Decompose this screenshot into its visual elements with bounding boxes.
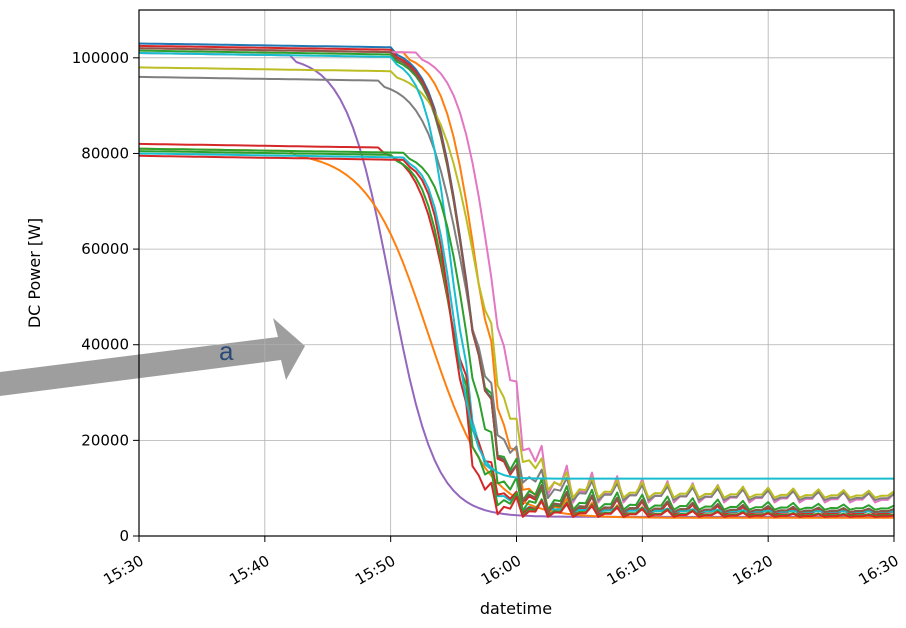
series-line-15 (138, 152, 894, 480)
x-tick-label: 16:10 (604, 552, 650, 589)
annotation-text-fragment: a (219, 336, 234, 366)
x-tick-label: 15:40 (226, 552, 272, 589)
x-tick-label: 15:50 (352, 552, 398, 589)
series-line-8 (138, 66, 895, 499)
y-tick-label: 0 (119, 527, 129, 545)
x-axis-label: datetime (480, 599, 552, 618)
y-tick-label: 80000 (81, 144, 129, 162)
x-tick-label: 16:20 (730, 552, 776, 589)
annotation-arrow (0, 318, 305, 396)
x-tick-label: 15:30 (100, 552, 146, 589)
x-tick-label: 16:30 (855, 552, 901, 589)
series-lines (138, 42, 895, 519)
series-line-7 (138, 75, 895, 502)
x-tick-label: 16:00 (478, 552, 524, 589)
series-line-16 (138, 47, 895, 514)
series-line-3 (138, 49, 895, 511)
y-tick-label: 40000 (81, 336, 129, 354)
y-tick-label: 20000 (81, 431, 129, 449)
series-line-13 (138, 154, 895, 518)
y-tick-label: 60000 (81, 240, 129, 258)
y-axis-label: DC Power [W] (25, 218, 44, 328)
y-tick-label: 100000 (72, 49, 129, 67)
axis-ticks: 15:30 15:40 15:50 16:00 16:10 16:20 16:30 0 2000… (72, 49, 902, 589)
grid-layer (138, 10, 895, 537)
